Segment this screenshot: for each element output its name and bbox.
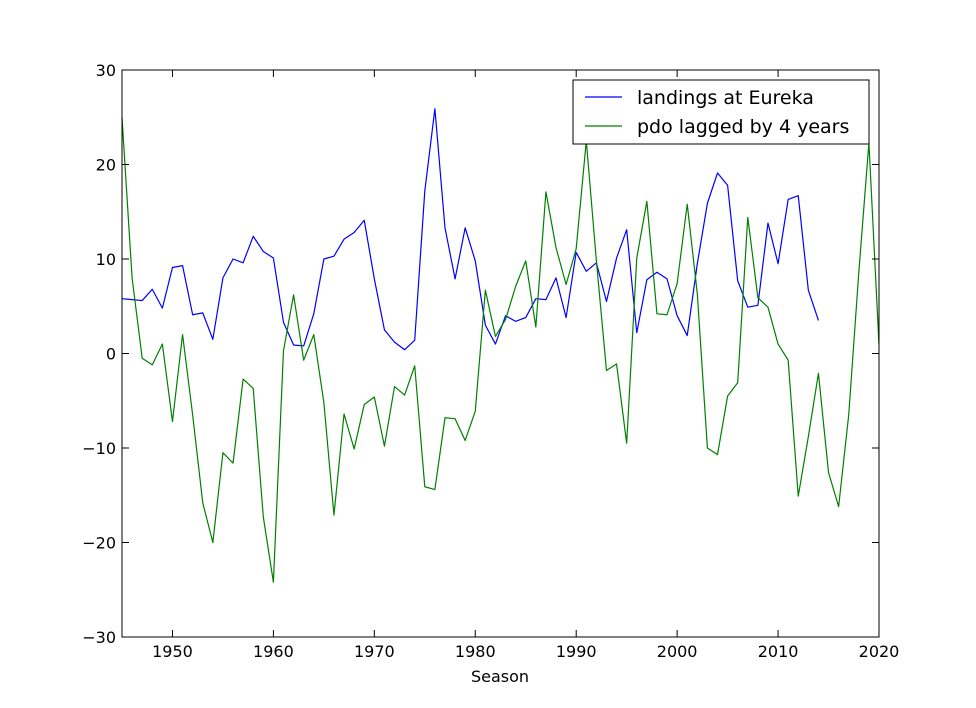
y-tick-label: 30 — [96, 61, 116, 80]
legend-label-pdo: pdo lagged by 4 years — [637, 116, 849, 138]
x-tick-label: 1970 — [354, 642, 395, 661]
x-tick-label: 1990 — [556, 642, 597, 661]
plot-area — [122, 70, 879, 637]
x-tick-label: 2010 — [758, 642, 799, 661]
x-tick-label: 1950 — [152, 642, 193, 661]
y-tick-label: −10 — [82, 439, 116, 458]
ticks-group: 1950 1960 1970 1980 1990 2000 2010 2020−30−20−1… — [82, 61, 899, 661]
legend: landings at Eureka pdo lagged by 4 years — [572, 79, 870, 145]
x-tick-label: 1960 — [253, 642, 294, 661]
y-tick-label: −20 — [82, 534, 116, 553]
x-tick-label: 2020 — [859, 642, 900, 661]
x-axis-label: Season — [471, 667, 529, 686]
legend-box — [572, 79, 870, 145]
y-tick-label: 0 — [106, 345, 116, 364]
series-line-0 — [122, 108, 820, 351]
y-tick-label: 10 — [96, 250, 116, 269]
y-tick-label: −30 — [82, 628, 116, 647]
x-tick-label: 2000 — [657, 642, 698, 661]
series-line-1 — [122, 117, 879, 583]
x-tick-label: 1980 — [455, 642, 496, 661]
series-group — [122, 108, 879, 583]
y-tick-label: 20 — [96, 156, 116, 175]
legend-label-landings: landings at Eureka — [637, 87, 814, 109]
